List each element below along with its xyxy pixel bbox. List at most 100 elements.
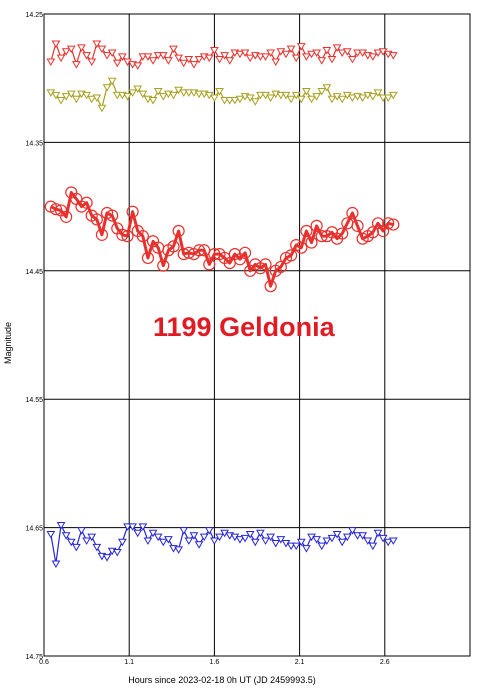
data-point <box>215 55 224 64</box>
y-tick-label: 14.75 <box>25 654 43 661</box>
grid <box>43 13 471 657</box>
data-point <box>302 545 311 553</box>
data-point <box>240 534 250 543</box>
data-point <box>82 537 91 545</box>
data-point <box>107 49 117 58</box>
data-point <box>82 91 91 100</box>
data-point <box>92 40 102 49</box>
y-tick-label: 14.45 <box>25 269 43 276</box>
data-point <box>387 218 400 231</box>
data-point <box>348 527 357 535</box>
data-point <box>157 259 170 272</box>
data-point <box>388 537 398 545</box>
data-point <box>148 529 158 538</box>
data-point <box>143 53 153 61</box>
data-point <box>189 532 199 540</box>
x-tick-label: 1.1 <box>124 659 134 666</box>
data-point <box>92 543 102 552</box>
data-point <box>220 52 229 60</box>
data-point <box>266 533 276 542</box>
x-tick-label: 0.6 <box>39 659 49 666</box>
data-point <box>72 95 81 104</box>
data-point <box>56 522 66 530</box>
series-layer <box>44 40 400 569</box>
data-point <box>210 94 219 102</box>
x-axis-label: Hours since 2023-02-18 0h UT (JD 2459993… <box>128 675 315 685</box>
data-point <box>87 58 97 67</box>
data-point <box>245 531 255 539</box>
data-point <box>72 543 81 552</box>
data-point <box>102 52 112 60</box>
data-point <box>177 248 190 261</box>
data-point <box>102 84 112 92</box>
data-point <box>153 52 163 60</box>
data-point <box>383 538 393 547</box>
data-point <box>302 88 311 96</box>
data-point <box>245 54 255 63</box>
data-point <box>138 523 148 531</box>
data-point <box>312 49 322 58</box>
data-point <box>358 532 368 540</box>
data-point <box>56 54 66 63</box>
data-point <box>302 53 311 61</box>
data-point <box>322 537 332 545</box>
data-point <box>128 89 137 97</box>
data-point <box>148 57 158 65</box>
data-point <box>337 95 347 104</box>
data-point <box>106 209 119 222</box>
data-point <box>245 94 255 102</box>
data-point <box>138 53 148 61</box>
data-point <box>112 548 122 557</box>
data-point <box>271 58 281 67</box>
data-point <box>295 241 308 254</box>
data-point <box>210 537 219 545</box>
data-point <box>351 219 364 232</box>
series-line <box>50 191 394 288</box>
data-point <box>51 91 61 100</box>
data-point <box>317 542 327 551</box>
data-point <box>116 228 129 241</box>
data-point <box>112 59 122 68</box>
data-point <box>51 40 61 49</box>
data-point <box>184 537 194 545</box>
data-point <box>143 537 153 545</box>
data-point <box>256 529 265 538</box>
data-point <box>368 53 378 61</box>
data-point <box>192 244 206 257</box>
data-point <box>271 540 281 548</box>
data-point <box>348 55 357 64</box>
data-point <box>307 50 316 59</box>
data-point <box>107 77 117 86</box>
data-point <box>238 246 252 259</box>
data-point <box>66 45 76 54</box>
data-point <box>95 228 109 241</box>
data-point <box>153 533 163 542</box>
data-point <box>383 94 393 102</box>
data-point <box>342 48 352 56</box>
data-point <box>373 529 383 538</box>
data-point <box>305 236 318 249</box>
data-point <box>291 54 301 63</box>
data-point <box>296 43 306 51</box>
data-point <box>337 49 347 58</box>
data-point <box>87 95 97 104</box>
data-point <box>286 45 296 54</box>
data-point <box>225 97 235 105</box>
data-point <box>317 88 327 96</box>
data-point <box>373 89 383 97</box>
data-point <box>378 94 388 102</box>
series-3 <box>44 186 400 293</box>
series-2 <box>46 77 398 113</box>
data-point <box>123 523 132 531</box>
data-point <box>317 57 327 65</box>
chart-title: 1199 Geldonia <box>153 312 336 342</box>
data-point <box>274 260 287 274</box>
data-point <box>128 523 137 531</box>
data-point <box>179 59 189 68</box>
data-point <box>204 54 214 63</box>
data-point <box>153 88 163 96</box>
y-tick-label: 14.65 <box>25 526 43 533</box>
data-point <box>77 527 86 535</box>
data-point <box>194 90 204 99</box>
